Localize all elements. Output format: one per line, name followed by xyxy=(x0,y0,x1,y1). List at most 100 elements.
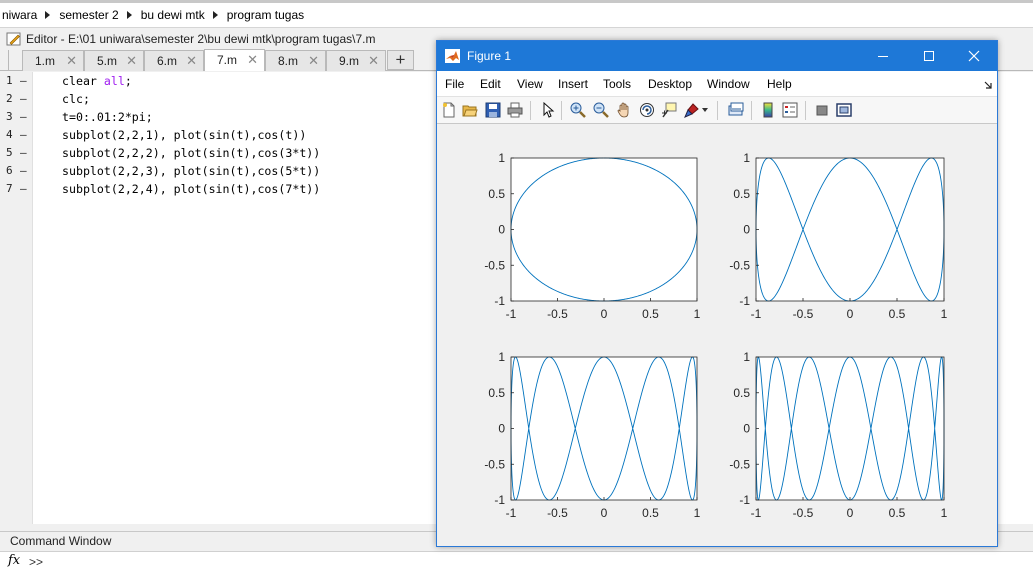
tab-label: 7.m xyxy=(217,53,238,67)
subplot-2[interactable]: -1 -0.5 0 0.5 1 1 0.5 0 -0.5 -1 xyxy=(729,151,947,321)
y-tick-label: 0 xyxy=(743,422,750,436)
toolbar-separator xyxy=(751,101,752,120)
breadcrumb-separator-icon xyxy=(212,11,218,19)
menu-help[interactable]: Help xyxy=(767,77,792,91)
link-plot-icon[interactable] xyxy=(728,102,744,118)
close-tab-icon[interactable]: ✕ xyxy=(308,53,319,68)
figure-title: Figure 1 xyxy=(467,49,512,63)
code-line[interactable]: subplot(2,2,4), plot(sin(t),cos(7*t)) xyxy=(62,182,321,196)
menu-desktop[interactable]: Desktop xyxy=(648,77,693,91)
x-tick-label: -1 xyxy=(751,307,762,321)
breadcrumb-item[interactable]: semester 2 xyxy=(59,8,119,22)
x-tick-label: 0 xyxy=(847,506,854,520)
y-tick-label: 1 xyxy=(743,350,750,364)
breadcrumb-item[interactable]: program tugas xyxy=(226,8,305,22)
pan-icon[interactable] xyxy=(616,102,632,118)
subplot-4[interactable]: -1 -0.5 0 0.5 1 1 0.5 0 -0.5 -1 xyxy=(729,350,947,520)
command-window[interactable]: fx >> xyxy=(0,551,1033,569)
tab-label: 8.m xyxy=(278,54,299,68)
code-line[interactable]: clc; xyxy=(62,92,90,106)
y-tick-label: -0.5 xyxy=(484,457,505,471)
line-number-gutter: 1– 2– 3– 4– 5– 6– 7– xyxy=(0,72,33,524)
code-line[interactable]: subplot(2,2,3), plot(sin(t),cos(5*t)) xyxy=(62,164,321,178)
menu-window[interactable]: Window xyxy=(707,77,750,91)
new-figure-icon[interactable] xyxy=(441,102,457,118)
figure-menubar: File Edit View Insert Tools Desktop Wind… xyxy=(437,71,997,96)
zoom-out-icon[interactable] xyxy=(593,102,609,118)
brush-icon[interactable] xyxy=(684,102,700,118)
code-line[interactable]: subplot(2,2,2), plot(sin(t),cos(3*t)) xyxy=(62,146,321,160)
print-icon[interactable] xyxy=(507,102,523,118)
line-number: 2– xyxy=(6,92,27,105)
command-prompt[interactable]: >> xyxy=(29,555,44,569)
close-tab-icon[interactable]: ✕ xyxy=(247,52,258,67)
x-tick-label: -0.5 xyxy=(793,307,814,321)
code-line[interactable]: subplot(2,2,1), plot(sin(t),cos(t)) xyxy=(62,128,307,142)
hide-plot-tools-icon[interactable] xyxy=(814,102,830,118)
line-marker: – xyxy=(20,110,27,123)
figure-window: Figure 1 File Edit View Insert Tools Des… xyxy=(436,40,998,547)
x-tick-label: 1 xyxy=(941,307,948,321)
brush-dropdown-icon[interactable] xyxy=(702,108,708,113)
menu-view[interactable]: View xyxy=(517,77,543,91)
toolbar-separator xyxy=(717,101,718,120)
figure-canvas[interactable]: -1 -0.5 0 0.5 1 1 0.5 0 -0.5 -1 -1 -0.5 0 0.5 1 1 0.5 0 -0… xyxy=(437,125,997,546)
menu-file[interactable]: File xyxy=(445,77,465,91)
toolbar-separator xyxy=(561,101,562,120)
y-tick-label: 0.5 xyxy=(733,386,750,400)
pointer-icon[interactable] xyxy=(540,102,556,118)
tab-6m[interactable]: 6.m ✕ xyxy=(144,50,204,71)
tab-8m[interactable]: 8.m ✕ xyxy=(265,50,326,71)
close-tab-icon[interactable]: ✕ xyxy=(186,53,197,68)
figure-title-bar[interactable]: Figure 1 xyxy=(437,41,997,71)
line-number: 7– xyxy=(6,182,27,195)
open-file-icon[interactable] xyxy=(462,102,478,118)
save-icon[interactable] xyxy=(485,102,501,118)
x-tick-label: 0 xyxy=(601,307,608,321)
maximize-button[interactable] xyxy=(906,41,952,71)
legend-icon[interactable] xyxy=(782,102,798,118)
x-tick-label: 1 xyxy=(694,307,701,321)
y-tick-label: -1 xyxy=(494,294,505,308)
y-tick-label: 1 xyxy=(498,350,505,364)
y-tick-label: -0.5 xyxy=(729,457,750,471)
breadcrumb-item[interactable]: bu dewi mtk xyxy=(140,8,205,22)
close-tab-icon[interactable]: ✕ xyxy=(368,53,379,68)
x-tick-label: 1 xyxy=(941,506,948,520)
tab-5m[interactable]: 5.m ✕ xyxy=(84,50,144,71)
x-tick-label: 0.5 xyxy=(889,307,906,321)
minimize-button[interactable] xyxy=(860,41,906,71)
subplot-3[interactable]: -1 -0.5 0 0.5 1 1 0.5 0 -0.5 -1 xyxy=(484,350,700,520)
tab-7m[interactable]: 7.m ✕ xyxy=(204,49,265,71)
tab-label: 1.m xyxy=(35,54,56,68)
add-tab-button[interactable]: + xyxy=(387,50,414,70)
toolbar-separator xyxy=(805,101,806,120)
breadcrumb-item[interactable]: niwara xyxy=(2,8,38,22)
subplot-1[interactable]: -1 -0.5 0 0.5 1 1 0.5 0 -0.5 -1 xyxy=(484,151,700,321)
close-tab-icon[interactable]: ✕ xyxy=(66,53,77,68)
y-tick-label: 1 xyxy=(743,151,750,165)
line-number: 1– xyxy=(6,74,27,87)
colorbar-icon[interactable] xyxy=(760,102,776,118)
code-line[interactable]: clear all; xyxy=(62,74,132,88)
tab-1m[interactable]: 1.m ✕ xyxy=(22,50,84,71)
close-button[interactable] xyxy=(951,41,997,71)
function-browser-icon[interactable]: fx xyxy=(8,553,21,568)
menu-edit[interactable]: Edit xyxy=(480,77,501,91)
zoom-in-icon[interactable] xyxy=(570,102,586,118)
editor-pencil-icon xyxy=(6,32,21,45)
code-line[interactable]: t=0:.01:2*pi; xyxy=(62,110,153,124)
line-marker: – xyxy=(20,164,27,177)
dock-arrow-icon[interactable] xyxy=(984,81,992,89)
rotate-icon[interactable] xyxy=(639,102,655,118)
subplot-grid: -1 -0.5 0 0.5 110.50-0.5-1-1 -0.5 0 0.5 110.50-0… xyxy=(484,151,947,520)
x-tick-label: -1 xyxy=(751,506,762,520)
data-cursor-icon[interactable] xyxy=(661,102,677,118)
breadcrumb-separator-icon xyxy=(126,11,132,19)
show-plot-tools-icon[interactable] xyxy=(836,102,852,118)
close-tab-icon[interactable]: ✕ xyxy=(126,53,137,68)
menu-tools[interactable]: Tools xyxy=(603,77,632,91)
menu-insert[interactable]: Insert xyxy=(558,77,589,91)
x-tick-label: 0 xyxy=(601,506,608,520)
tab-9m[interactable]: 9.m ✕ xyxy=(326,50,386,71)
